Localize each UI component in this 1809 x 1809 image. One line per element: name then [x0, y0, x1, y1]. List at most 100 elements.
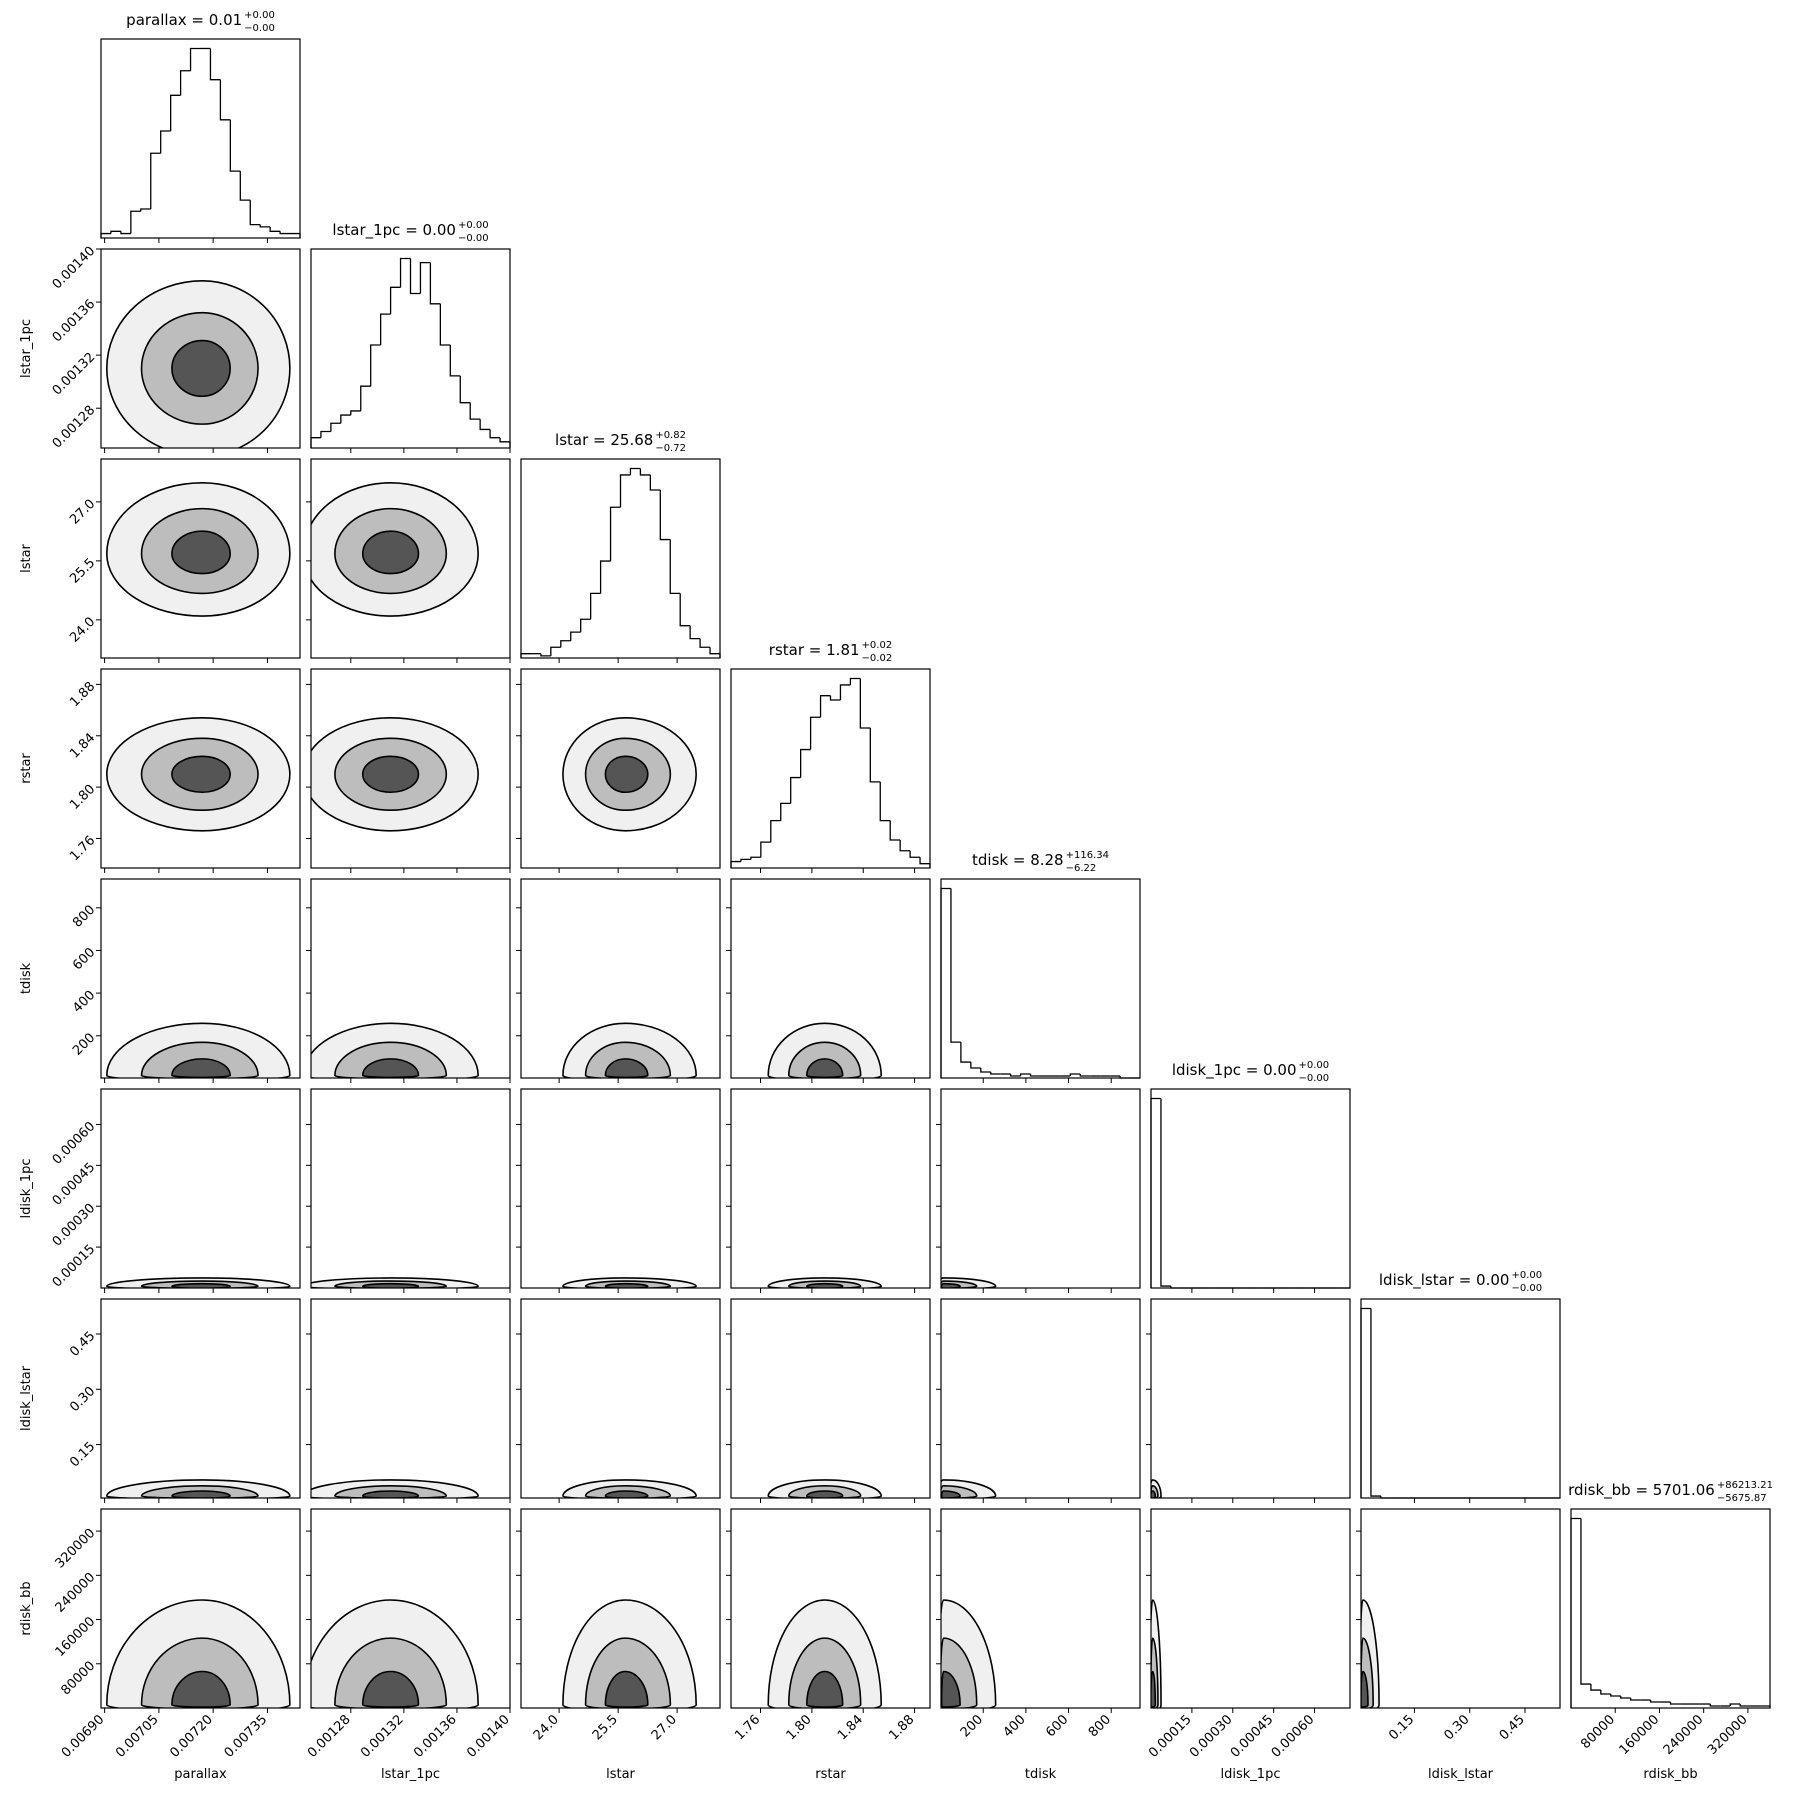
- contour: [805, 1058, 844, 1078]
- contour: [361, 755, 420, 794]
- contour-group: [767, 1479, 883, 1498]
- y-tick-label: 800: [70, 902, 98, 930]
- panel-frame: [100, 38, 301, 239]
- histogram-step: [1630, 1698, 1641, 1701]
- panel-title: ldisk_lstar = 0.00 +0.00 −0.00: [1379, 1270, 1542, 1294]
- histogram-step: [590, 592, 601, 620]
- panel-frame: [100, 1508, 301, 1709]
- y-tick-label: 200: [70, 1030, 98, 1058]
- x-tick-label: 0.00735: [222, 1712, 271, 1761]
- contour-group: [767, 1599, 883, 1708]
- y-tick-label: 0.00030: [50, 1201, 99, 1250]
- contour: [361, 530, 420, 575]
- histogram-step: [740, 858, 751, 862]
- histogram-step: [770, 819, 781, 843]
- x-axis-label: ldisk_lstar: [1428, 1767, 1494, 1782]
- panel-frame: [310, 248, 511, 449]
- contour-group: [311, 1277, 479, 1288]
- histogram-step: [469, 402, 481, 420]
- histogram-step: [730, 860, 741, 868]
- histogram-step: [100, 232, 111, 238]
- panel-frame: [310, 458, 511, 659]
- x-axis-label: parallax: [174, 1767, 227, 1782]
- panel-frame: [730, 1298, 931, 1499]
- title-err-plus: +0.00: [244, 10, 275, 21]
- panel-frame: [1150, 1298, 1351, 1499]
- panel-frame: [940, 1508, 1141, 1709]
- histogram-step: [1600, 1690, 1611, 1695]
- histogram-step: [170, 94, 181, 131]
- histogram-step: [459, 375, 471, 404]
- title-err-minus: −0.00: [1299, 1073, 1330, 1084]
- histogram-step: [839, 684, 851, 701]
- y-axis-label: ldisk_lstar: [19, 1365, 34, 1431]
- histogram-step: [290, 232, 301, 238]
- x-tick-label: 25.5: [590, 1712, 621, 1743]
- histogram-step: [399, 257, 411, 288]
- y-tick-label: 240000: [53, 1570, 99, 1616]
- contour: [361, 1490, 420, 1498]
- histogram-step: [950, 888, 961, 1043]
- x-tick-label: 600: [1043, 1712, 1071, 1740]
- contour-group: [105, 1479, 291, 1498]
- x-tick-label: 0.45: [1497, 1712, 1528, 1743]
- panel-frame: [1360, 1298, 1561, 1499]
- histogram-step: [709, 647, 721, 658]
- x-tick-label: 0.30: [1441, 1712, 1472, 1743]
- x-tick-label: 80000: [1578, 1712, 1618, 1752]
- title-text: rstar = 1.81: [769, 641, 860, 659]
- histogram-step: [310, 437, 321, 448]
- histogram-step: [380, 313, 391, 345]
- histogram-step: [1649, 1700, 1661, 1703]
- y-tick-label: 160000: [53, 1614, 99, 1660]
- histogram-step: [209, 48, 221, 81]
- histogram-step: [980, 1068, 991, 1073]
- y-axis-label: lstar: [19, 543, 34, 572]
- histogram-step: [879, 781, 891, 822]
- histogram-step: [1610, 1694, 1621, 1697]
- contour-group: [311, 1479, 479, 1498]
- histogram-step: [439, 303, 451, 346]
- title-text: tdisk = 8.28: [972, 851, 1064, 869]
- contour: [171, 1058, 231, 1078]
- y-tick-label: 0.00045: [50, 1160, 99, 1209]
- contour: [1151, 1490, 1157, 1498]
- y-axis-label: lstar_1pc: [19, 319, 34, 378]
- panel-frame: [730, 1088, 931, 1289]
- histogram-step: [370, 344, 381, 387]
- histogram-step: [849, 677, 861, 685]
- histogram-step: [330, 422, 341, 432]
- y-tick-label: 1.76: [67, 833, 98, 864]
- panel-title: lstar = 25.68 +0.82 −0.72: [555, 430, 686, 454]
- histogram-step: [809, 716, 821, 750]
- panel-frame: [520, 458, 721, 659]
- panel-frame: [520, 1508, 721, 1709]
- contour-group: [1361, 1599, 1380, 1708]
- contour: [171, 1490, 231, 1498]
- y-tick-label: 80000: [58, 1658, 98, 1698]
- histogram-step: [750, 856, 761, 860]
- contour-group: [105, 280, 291, 448]
- histogram-step: [679, 593, 691, 627]
- x-tick-label: 0.00060: [1269, 1712, 1318, 1761]
- histogram-step: [229, 119, 241, 172]
- y-tick-label: 0.30: [67, 1384, 98, 1415]
- histogram-step: [179, 70, 191, 96]
- panel-frame: [1570, 1508, 1771, 1709]
- panel-title: rstar = 1.81 +0.02 −0.02: [769, 640, 892, 664]
- y-tick-label: 320000: [53, 1526, 99, 1572]
- title-err-minus: −0.00: [244, 23, 275, 34]
- y-tick-label: 1.88: [67, 679, 98, 710]
- x-tick-label: 320000: [1705, 1712, 1751, 1758]
- y-tick-label: 1.84: [67, 730, 98, 761]
- histogram-step: [560, 640, 571, 648]
- panel-frame: [940, 1088, 1141, 1289]
- panel-frame: [100, 668, 301, 869]
- x-axis-label: lstar: [606, 1767, 635, 1782]
- histogram-step: [340, 414, 351, 424]
- contour-group: [105, 716, 291, 832]
- contour-group: [767, 1022, 883, 1078]
- x-tick-label: 0.00128: [305, 1712, 354, 1761]
- panel-frame: [730, 878, 931, 1079]
- x-tick-label: 24.0: [531, 1712, 562, 1743]
